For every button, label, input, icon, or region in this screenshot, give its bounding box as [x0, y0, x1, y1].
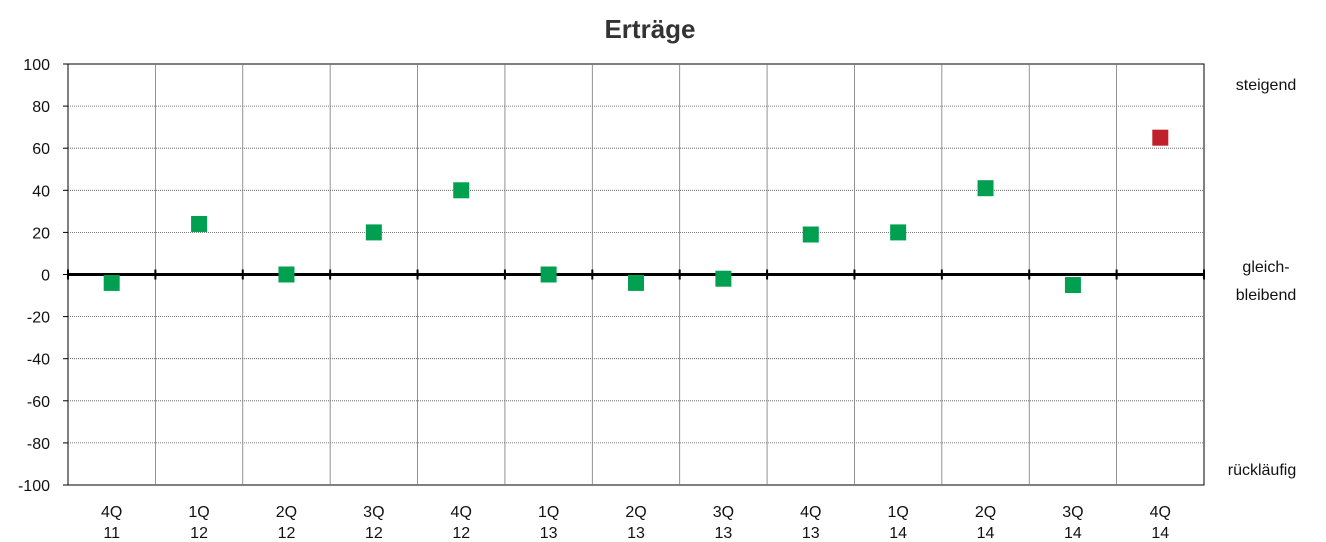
right-label-steigend: steigend: [1236, 77, 1297, 94]
x-tick-label-bottom: 11: [103, 525, 120, 542]
data-point: [890, 224, 907, 241]
y-tick-label: -100: [18, 478, 50, 495]
x-tick-label-top: 4Q: [800, 504, 821, 521]
data-point: [715, 270, 732, 287]
x-tick-label-top: 4Q: [101, 504, 122, 521]
data-point: [103, 274, 120, 291]
data-point: [977, 180, 994, 197]
data-point: [453, 182, 470, 199]
data-point: [278, 266, 295, 283]
x-tick-label-bottom: 14: [1151, 525, 1169, 542]
y-tick-label: 80: [32, 99, 50, 116]
data-point: [628, 274, 644, 291]
x-tick-label-bottom: 12: [190, 525, 208, 542]
x-tick-label-top: 4Q: [451, 504, 472, 521]
data-point: [802, 226, 819, 243]
x-tick-label-bottom: 13: [627, 525, 645, 542]
x-tick-label-bottom: 12: [278, 525, 296, 542]
x-tick-label-bottom: 14: [977, 525, 995, 542]
y-tick-label: 60: [32, 141, 50, 158]
x-tick-label-top: 4Q: [1150, 504, 1171, 521]
x-tick-label-top: 3Q: [1062, 504, 1083, 521]
y-tick-label: -60: [27, 394, 50, 411]
right-label-ruecklaeufig: rückläufig: [1228, 462, 1296, 479]
y-tick-label: 20: [32, 225, 50, 242]
y-tick-label: 0: [41, 268, 50, 285]
y-tick-label: -40: [27, 352, 50, 369]
x-tick-label-bottom: 14: [1064, 525, 1082, 542]
data-points: [103, 129, 1169, 294]
data-point: [191, 215, 208, 232]
data-point: [1152, 129, 1169, 146]
x-tick-label-top: 2Q: [975, 504, 996, 521]
x-tick-label-bottom: 13: [540, 525, 558, 542]
x-axis-ticks: 4Q 11 1Q 12 2Q 12 3Q 12 4Q 12 1Q 13 2Q 13 3Q 13 4Q 13 1Q 14…: [101, 504, 1171, 542]
x-tick-label-top: 2Q: [625, 504, 646, 521]
x-tick-label-bottom: 14: [889, 525, 907, 542]
x-tick-label-top: 2Q: [276, 504, 297, 521]
y-tick-label: 40: [32, 183, 50, 200]
data-point: [1064, 277, 1081, 294]
y-tick-label: 100: [23, 57, 50, 74]
x-tick-label-top: 1Q: [188, 504, 209, 521]
x-tick-label-top: 1Q: [538, 504, 559, 521]
x-tick-label-top: 1Q: [887, 504, 908, 521]
gridlines: [67, 64, 1205, 485]
x-tick-label-bottom: 12: [365, 525, 383, 542]
right-label-gleich: gleich-: [1242, 259, 1289, 276]
data-point: [540, 266, 557, 283]
x-tick-label-bottom: 13: [714, 525, 732, 542]
x-tick-label-top: 3Q: [363, 504, 384, 521]
right-label-bleibend: bleibend: [1236, 287, 1297, 304]
x-tick-label-bottom: 13: [802, 525, 820, 542]
chart-title: Erträge: [604, 14, 695, 44]
y-tick-label: -80: [27, 436, 50, 453]
y-tick-label: -20: [27, 310, 50, 327]
data-point: [365, 224, 382, 241]
x-tick-label-bottom: 12: [452, 525, 470, 542]
y-axis-ticks: 100 80 60 40 20 0 -20 -40 -60 -80 -100: [18, 57, 68, 495]
x-tick-label-top: 3Q: [713, 504, 734, 521]
